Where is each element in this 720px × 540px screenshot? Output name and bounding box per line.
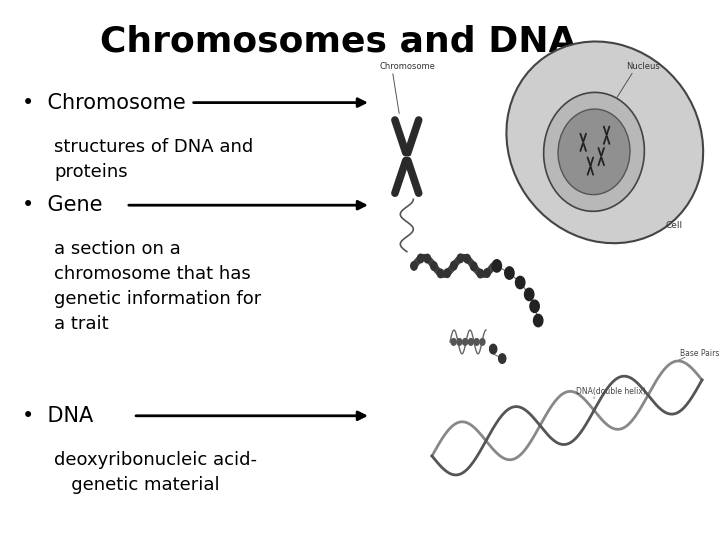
Circle shape bbox=[424, 254, 431, 263]
Text: •  Chromosome: • Chromosome bbox=[22, 92, 185, 113]
Text: deoxyribonucleic acid-
   genetic material: deoxyribonucleic acid- genetic material bbox=[54, 451, 257, 494]
Circle shape bbox=[451, 339, 456, 345]
Circle shape bbox=[534, 314, 543, 327]
Circle shape bbox=[451, 261, 457, 270]
Circle shape bbox=[457, 254, 464, 262]
Circle shape bbox=[474, 339, 480, 345]
Text: Base Pairs: Base Pairs bbox=[680, 349, 720, 358]
Ellipse shape bbox=[558, 109, 630, 194]
Circle shape bbox=[469, 339, 474, 345]
Text: a section on a
chromosome that has
genetic information for
a trait: a section on a chromosome that has genet… bbox=[54, 240, 261, 333]
Circle shape bbox=[516, 276, 525, 289]
Circle shape bbox=[444, 269, 451, 278]
Ellipse shape bbox=[544, 92, 644, 211]
Circle shape bbox=[498, 354, 506, 363]
Text: •  DNA: • DNA bbox=[22, 406, 93, 426]
Circle shape bbox=[480, 339, 485, 345]
Circle shape bbox=[505, 267, 514, 279]
Ellipse shape bbox=[506, 42, 703, 243]
Circle shape bbox=[410, 261, 418, 270]
Circle shape bbox=[530, 300, 539, 313]
Text: Cell: Cell bbox=[666, 221, 683, 230]
Circle shape bbox=[492, 260, 501, 272]
Circle shape bbox=[464, 254, 470, 263]
Circle shape bbox=[431, 262, 437, 271]
Circle shape bbox=[525, 288, 534, 301]
Circle shape bbox=[484, 269, 490, 278]
Text: Chromosome: Chromosome bbox=[380, 62, 436, 71]
Text: DNA(double helix): DNA(double helix) bbox=[576, 387, 646, 396]
Text: •  Gene: • Gene bbox=[22, 195, 102, 215]
Circle shape bbox=[457, 339, 462, 345]
Circle shape bbox=[418, 254, 424, 263]
Circle shape bbox=[462, 339, 468, 345]
Circle shape bbox=[470, 262, 477, 271]
Circle shape bbox=[437, 269, 444, 278]
Text: Nucleus: Nucleus bbox=[626, 62, 660, 71]
Text: structures of DNA and
proteins: structures of DNA and proteins bbox=[54, 138, 253, 181]
Circle shape bbox=[490, 345, 497, 354]
Text: Chromosomes and DNA: Chromosomes and DNA bbox=[100, 24, 577, 58]
Circle shape bbox=[477, 269, 484, 278]
